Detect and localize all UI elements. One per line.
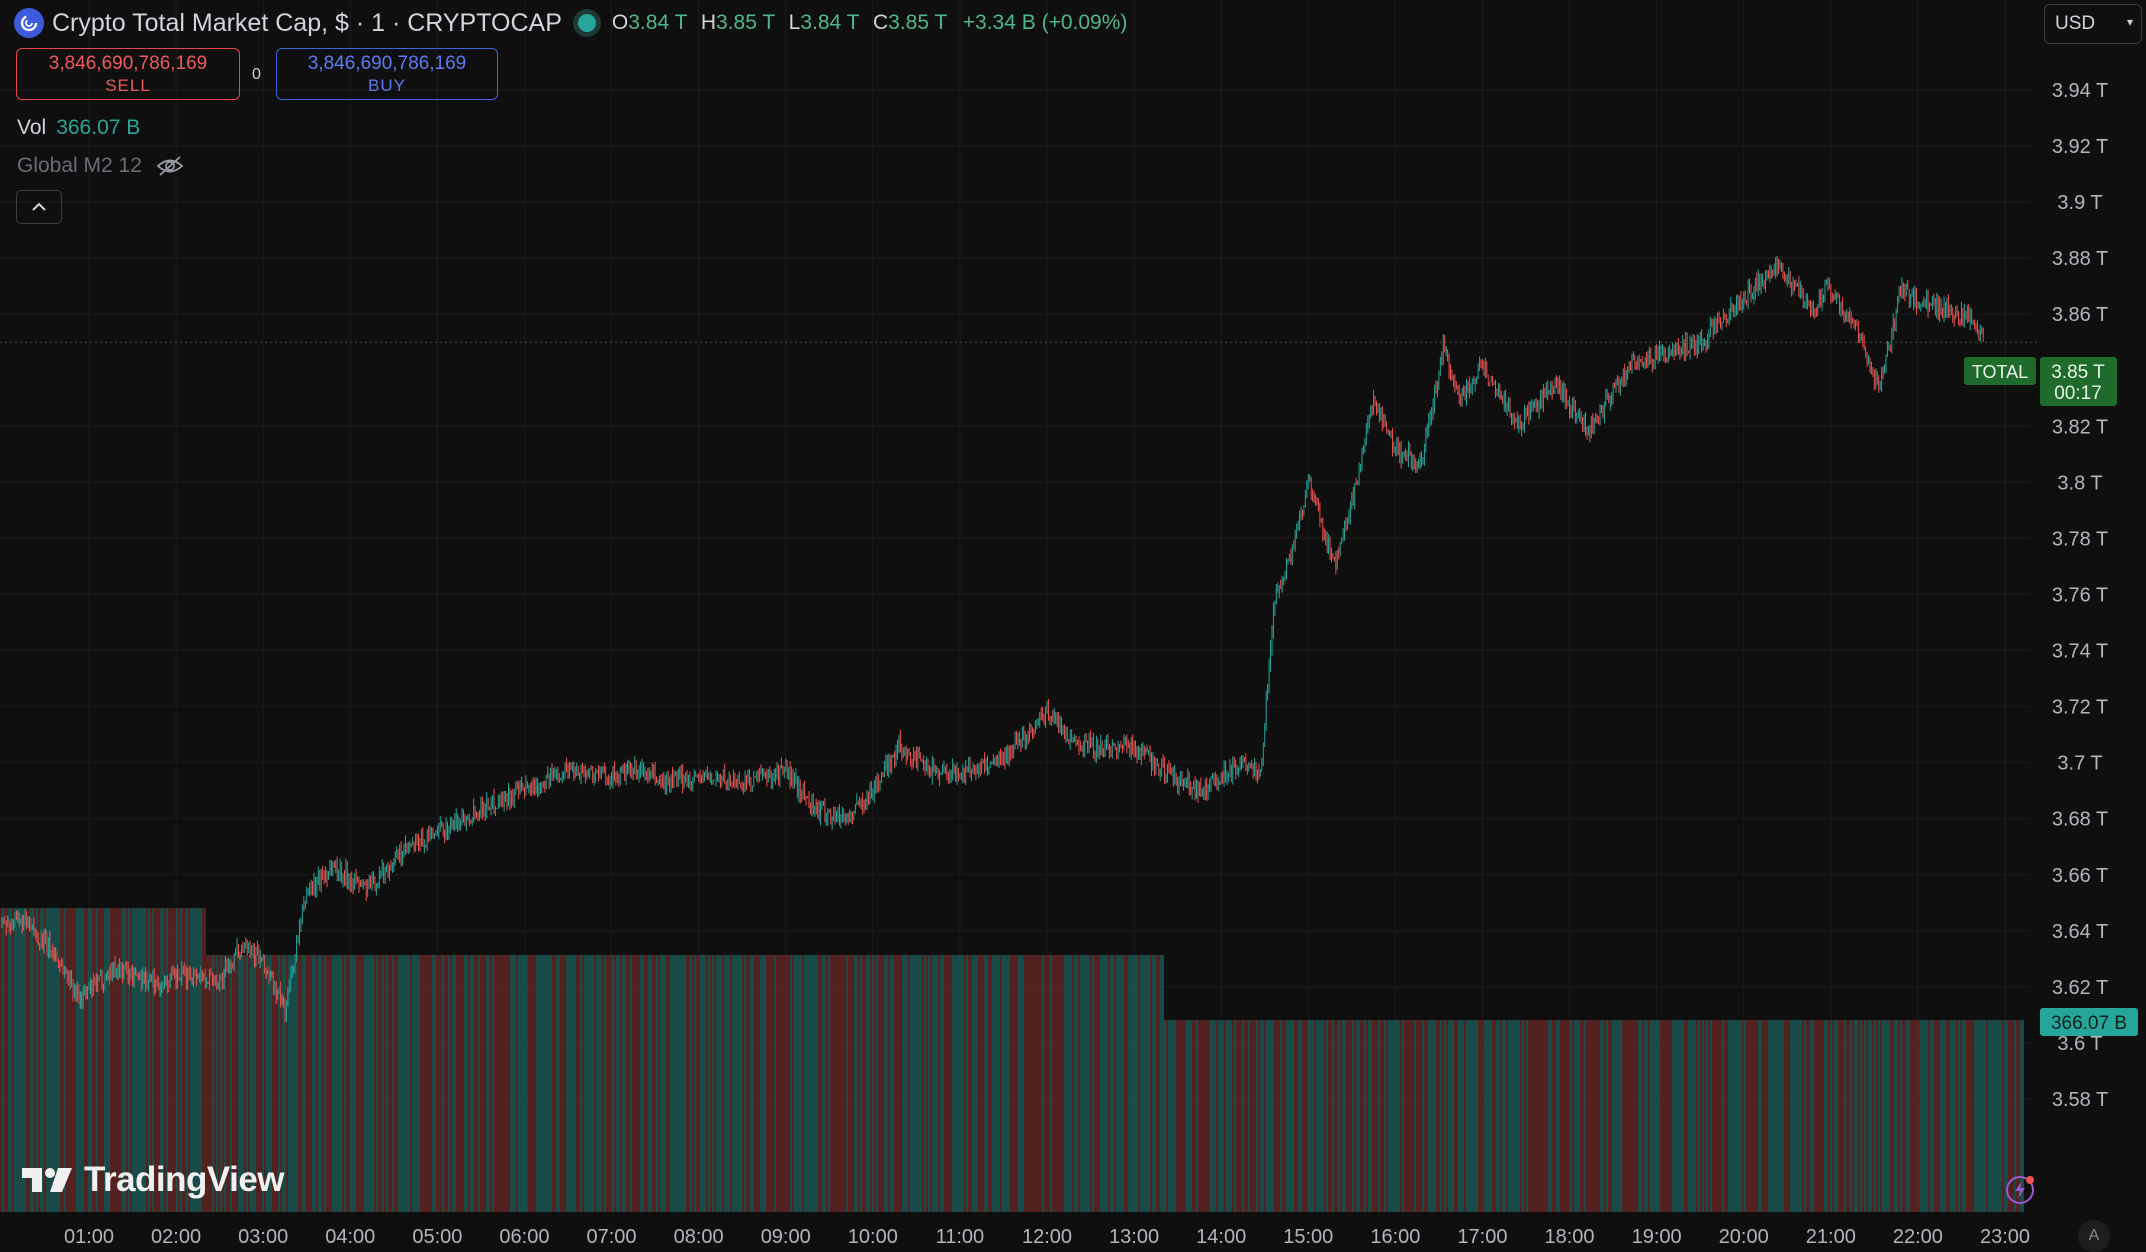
bolt-icon[interactable] (2004, 1174, 2036, 1206)
buy-label: BUY (368, 76, 406, 95)
auto-scale-button[interactable]: A (2078, 1220, 2110, 1252)
close-value: 3.85 T (888, 11, 947, 34)
y-tick-label: 3.7 T (2057, 753, 2102, 775)
indicator-legend[interactable]: Global M2 12 (17, 154, 184, 178)
x-tick-label: 18:00 (1545, 1226, 1595, 1248)
market-status-icon[interactable] (577, 14, 596, 32)
x-tick-label: 14:00 (1196, 1226, 1246, 1248)
y-tick-label: 3.86 T (2052, 304, 2108, 326)
y-tick-label: 3.82 T (2052, 416, 2108, 438)
time-axis[interactable]: 01:00 02:00 03:00 04:00 05:00 06:00 07:00 08:00… (64, 1226, 2030, 1248)
y-tick-label: 3.6 T (2057, 1033, 2102, 1055)
volume-legend[interactable]: Vol 366.07 B (17, 116, 140, 140)
x-tick-label: 04:00 (325, 1226, 375, 1248)
y-tick-label: 3.78 T (2052, 528, 2108, 550)
y-tick-label: 3.76 T (2052, 585, 2108, 607)
y-tick-label: 3.66 T (2052, 865, 2108, 887)
sell-button[interactable]: 3,846,690,786,169 SELL (16, 48, 240, 100)
x-tick-label: 05:00 (412, 1226, 462, 1248)
x-tick-label: 03:00 (238, 1226, 288, 1248)
x-tick-label: 19:00 (1632, 1226, 1682, 1248)
logo-icon (14, 8, 44, 38)
low-label: L (788, 11, 801, 34)
tradingview-logo-icon (22, 1168, 72, 1192)
y-tick-label: 3.92 T (2052, 136, 2108, 158)
symbol-badge-text: TOTAL (1972, 362, 2028, 382)
currency-select[interactable]: USD ▾ (2044, 4, 2142, 44)
ohlc-values: O3.84 T H3.85 T L3.84 T C3.85 T +3.34 B … (612, 11, 1127, 35)
sell-price: 3,846,690,786,169 (48, 53, 208, 74)
x-tick-label: 06:00 (499, 1226, 549, 1248)
y-tick-label: 3.94 T (2052, 80, 2108, 102)
collapse-legend-button[interactable] (16, 190, 62, 224)
sell-label: SELL (105, 76, 151, 95)
eye-off-icon[interactable] (156, 155, 184, 177)
buy-price: 3,846,690,786,169 (307, 53, 467, 74)
x-tick-label: 09:00 (761, 1226, 811, 1248)
buy-button[interactable]: 3,846,690,786,169 BUY (276, 48, 498, 100)
volume-label: Vol (17, 116, 47, 139)
x-tick-label: 01:00 (64, 1226, 114, 1248)
x-tick-label: 21:00 (1806, 1226, 1856, 1248)
y-tick-label: 3.74 T (2052, 641, 2108, 663)
x-tick-label: 20:00 (1719, 1226, 1769, 1248)
volume-value: 366.07 B (56, 116, 141, 139)
change-value: +3.34 B (+0.09%) (962, 11, 1128, 34)
x-tick-label: 22:00 (1893, 1226, 1943, 1248)
last-price-badge: 3.85 T 00:17 (2040, 357, 2117, 406)
x-tick-label: 16:00 (1370, 1226, 1420, 1248)
y-tick-label: 3.58 T (2052, 1089, 2108, 1111)
symbol-badge: TOTAL (1964, 357, 2036, 385)
x-tick-label: 17:00 (1457, 1226, 1507, 1248)
chevron-up-icon (32, 202, 46, 211)
low-value: 3.84 T (800, 11, 860, 34)
symbol-title[interactable]: Crypto Total Market Cap, $ · 1 · CRYPTOC… (52, 8, 562, 37)
x-tick-label: 02:00 (151, 1226, 201, 1248)
indicator-label: Global M2 12 (17, 154, 142, 177)
x-tick-label: 12:00 (1022, 1226, 1072, 1248)
high-value: 3.85 T (716, 11, 775, 34)
y-tick-label: 3.62 T (2052, 977, 2108, 999)
x-tick-label: 07:00 (587, 1226, 637, 1248)
caret-down-icon: ▾ (2126, 15, 2133, 29)
high-label: H (700, 11, 717, 34)
x-tick-label: 13:00 (1109, 1226, 1159, 1248)
open-label: O (611, 11, 629, 34)
y-tick-label: 3.9 T (2057, 192, 2102, 214)
y-tick-label: 3.88 T (2052, 248, 2108, 270)
brand-name: TradingView (84, 1160, 285, 1199)
tradingview-branding[interactable]: TradingView (22, 1160, 285, 1200)
price-axis[interactable]: 3.94 T 3.92 T 3.9 T 3.88 T 3.86 T 3.82 T 3.8 T… (2052, 80, 2108, 1111)
x-tick-label: 23:00 (1980, 1226, 2030, 1248)
x-tick-label: 11:00 (936, 1226, 985, 1248)
open-value: 3.84 T (628, 11, 688, 34)
y-tick-label: 3.8 T (2057, 472, 2102, 494)
currency-value: USD (2055, 13, 2096, 34)
last-price-value: 3.85 T (2051, 362, 2105, 383)
spread-value: 0 (252, 66, 261, 83)
bar-countdown: 00:17 (2054, 383, 2102, 404)
chart-grid (0, 0, 2030, 1212)
y-tick-label: 3.64 T (2052, 921, 2108, 943)
y-tick-label: 3.68 T (2052, 809, 2108, 831)
close-label: C (872, 11, 889, 34)
symbol-header[interactable]: Crypto Total Market Cap, $ · 1 · CRYPTOC… (14, 8, 1127, 38)
x-tick-label: 08:00 (674, 1226, 724, 1248)
price-candles (1, 255, 1984, 1023)
y-tick-label: 3.72 T (2052, 697, 2108, 719)
volume-badge-text: 366.07 B (2051, 1013, 2127, 1034)
x-tick-label: 10:00 (848, 1226, 898, 1248)
x-tick-label: 15:00 (1283, 1226, 1333, 1248)
volume-badge: 366.07 B (2040, 1008, 2138, 1036)
volume-bars (0, 908, 2024, 1212)
